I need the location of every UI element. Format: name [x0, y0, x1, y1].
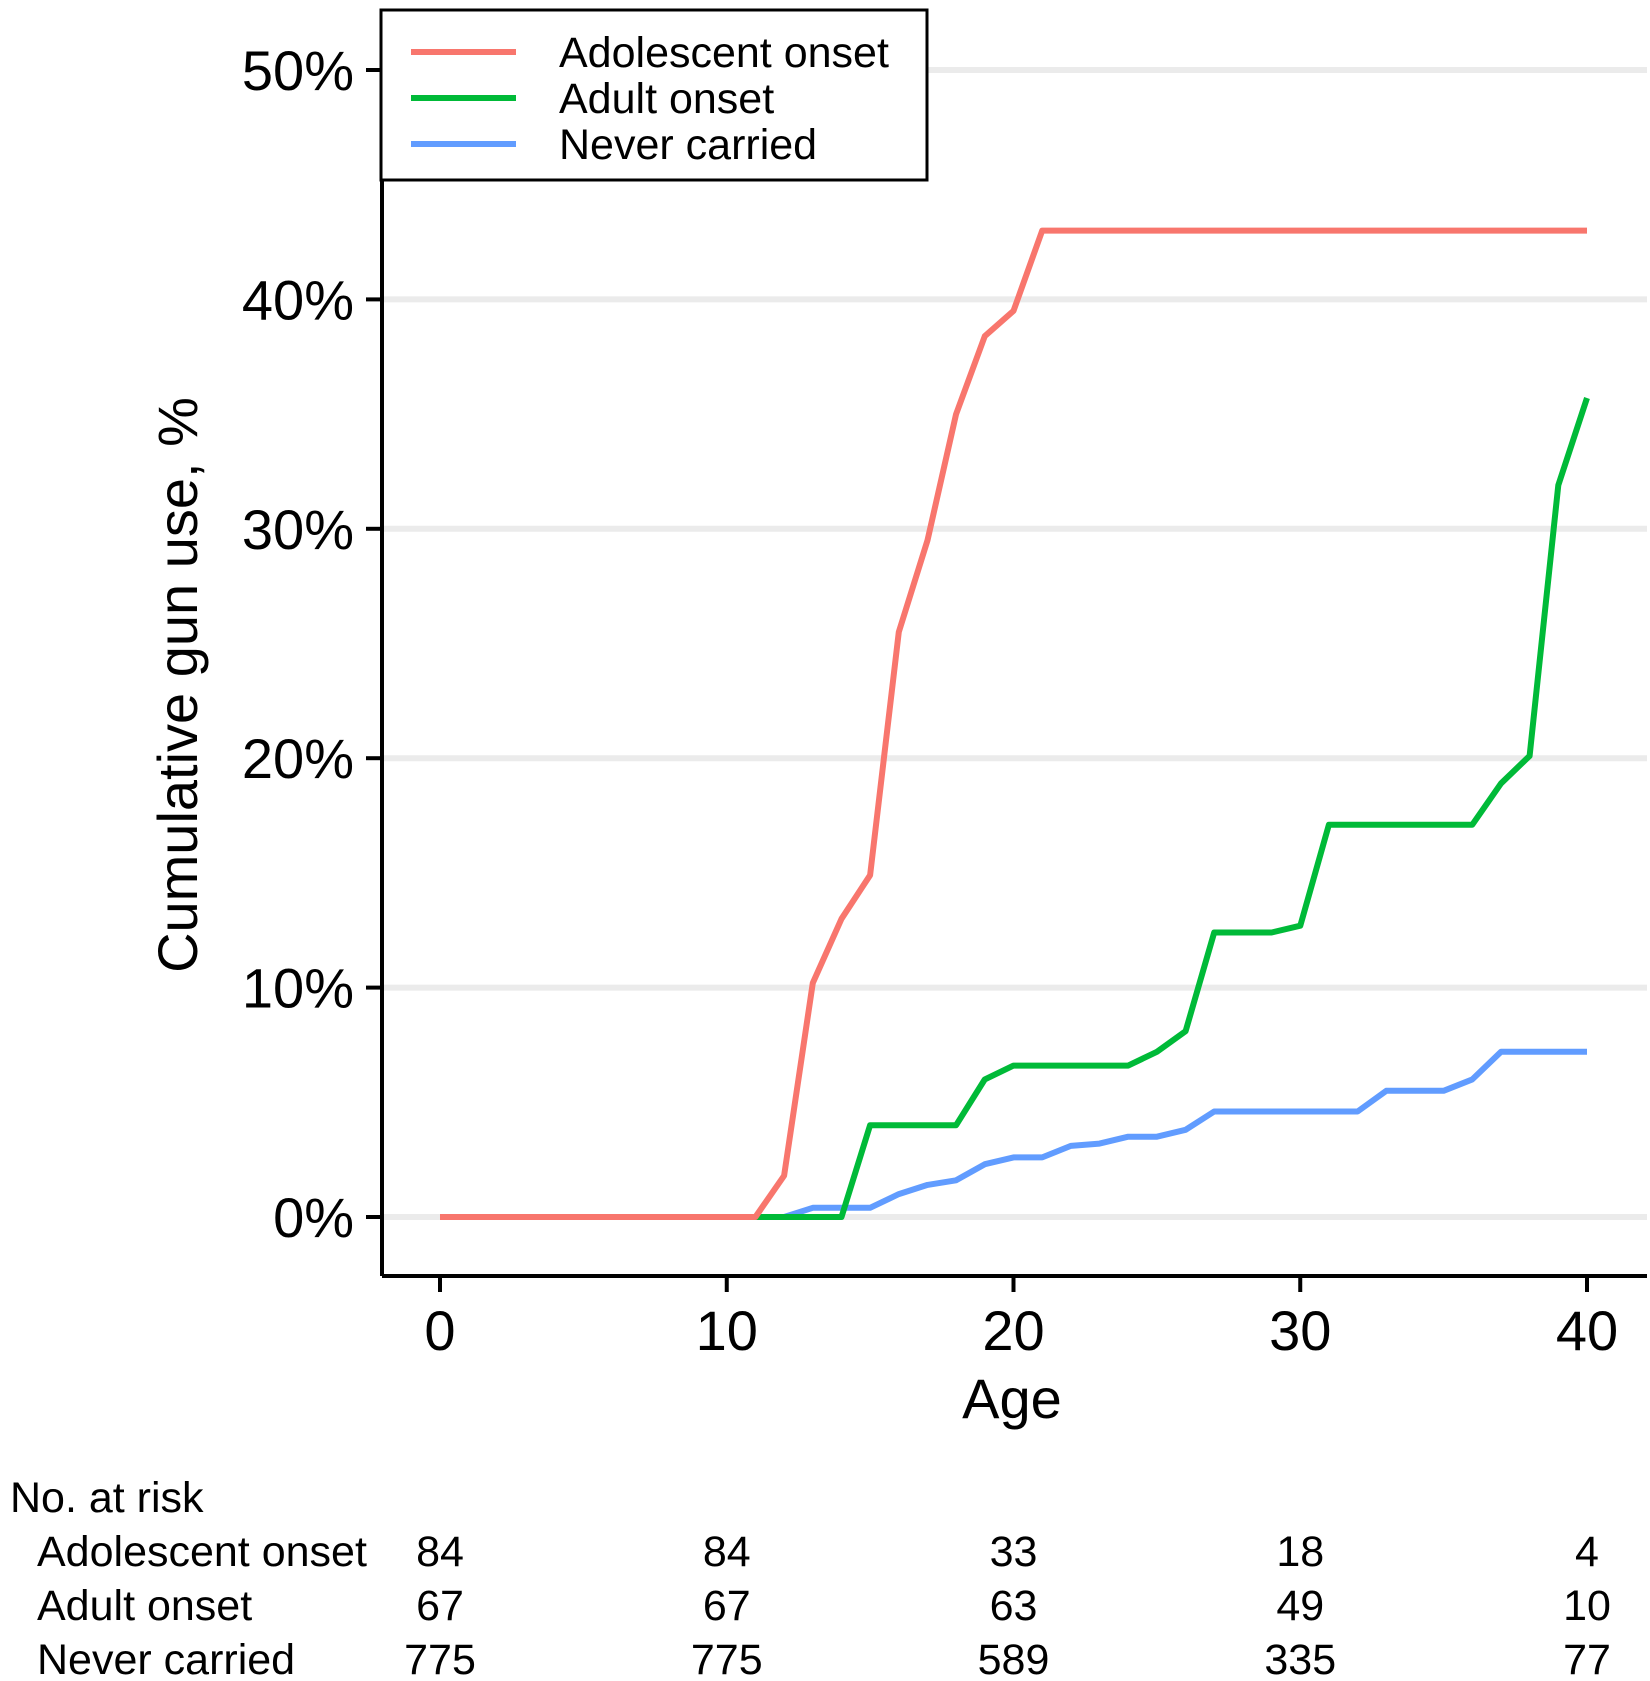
risk-row-label: Never carried	[37, 1636, 295, 1681]
risk-value: 33	[990, 1528, 1038, 1576]
y-axis-title: Cumulative gun use, %	[146, 397, 209, 973]
risk-value: 77	[1563, 1636, 1611, 1681]
series-layer	[440, 227, 1590, 1220]
x-tick-label: 30	[1269, 1299, 1331, 1362]
y-tick-label: 20%	[242, 727, 354, 790]
legend-label: Adolescent onset	[559, 29, 889, 77]
x-tick-label: 10	[696, 1299, 758, 1362]
risk-value: 49	[1276, 1582, 1324, 1630]
risk-value: 589	[978, 1636, 1050, 1681]
risk-row-label: Adolescent onset	[37, 1528, 367, 1576]
risk-value: 335	[1264, 1636, 1336, 1681]
y-tick-label: 50%	[242, 39, 354, 102]
x-tick-label: 0	[424, 1299, 455, 1362]
risk-value: 67	[703, 1582, 751, 1630]
risk-value: 18	[1276, 1528, 1324, 1576]
risk-value: 775	[691, 1636, 763, 1681]
risk-row-label: Adult onset	[37, 1582, 252, 1630]
y-tick-label: 0%	[273, 1186, 354, 1249]
legend-label: Adult onset	[559, 75, 774, 123]
series-line-adolescent-onset	[440, 227, 1587, 1220]
risk-value: 84	[416, 1528, 464, 1576]
risk-value: 67	[416, 1582, 464, 1630]
y-tick-label: 30%	[242, 498, 354, 561]
x-tick-label: 40	[1556, 1299, 1618, 1362]
risk-value: 775	[404, 1636, 476, 1681]
risk-value: 63	[990, 1582, 1038, 1630]
risk-value: 4	[1575, 1528, 1599, 1576]
y-tick-label: 10%	[242, 957, 354, 1020]
risk-value: 10	[1563, 1582, 1611, 1630]
x-tick-label: 20	[982, 1299, 1044, 1362]
y-tick-label: 40%	[242, 268, 354, 331]
legend-label: Never carried	[559, 121, 817, 169]
risk-table-title: No. at risk	[10, 1474, 204, 1522]
axes-layer: 0% 10% 20% 30% 40% 50% 0 10 20 30 40	[242, 10, 1647, 1362]
risk-value: 84	[703, 1528, 751, 1576]
series-line-never-carried	[440, 1048, 1587, 1220]
risk-table: No. at risk Adolescent onset 84 84 33 18 4 Adul…	[10, 1474, 1611, 1681]
x-axis-title: Age	[962, 1367, 1062, 1430]
grid-layer	[382, 67, 1647, 1220]
series-line-adult-onset	[440, 397, 1590, 1220]
